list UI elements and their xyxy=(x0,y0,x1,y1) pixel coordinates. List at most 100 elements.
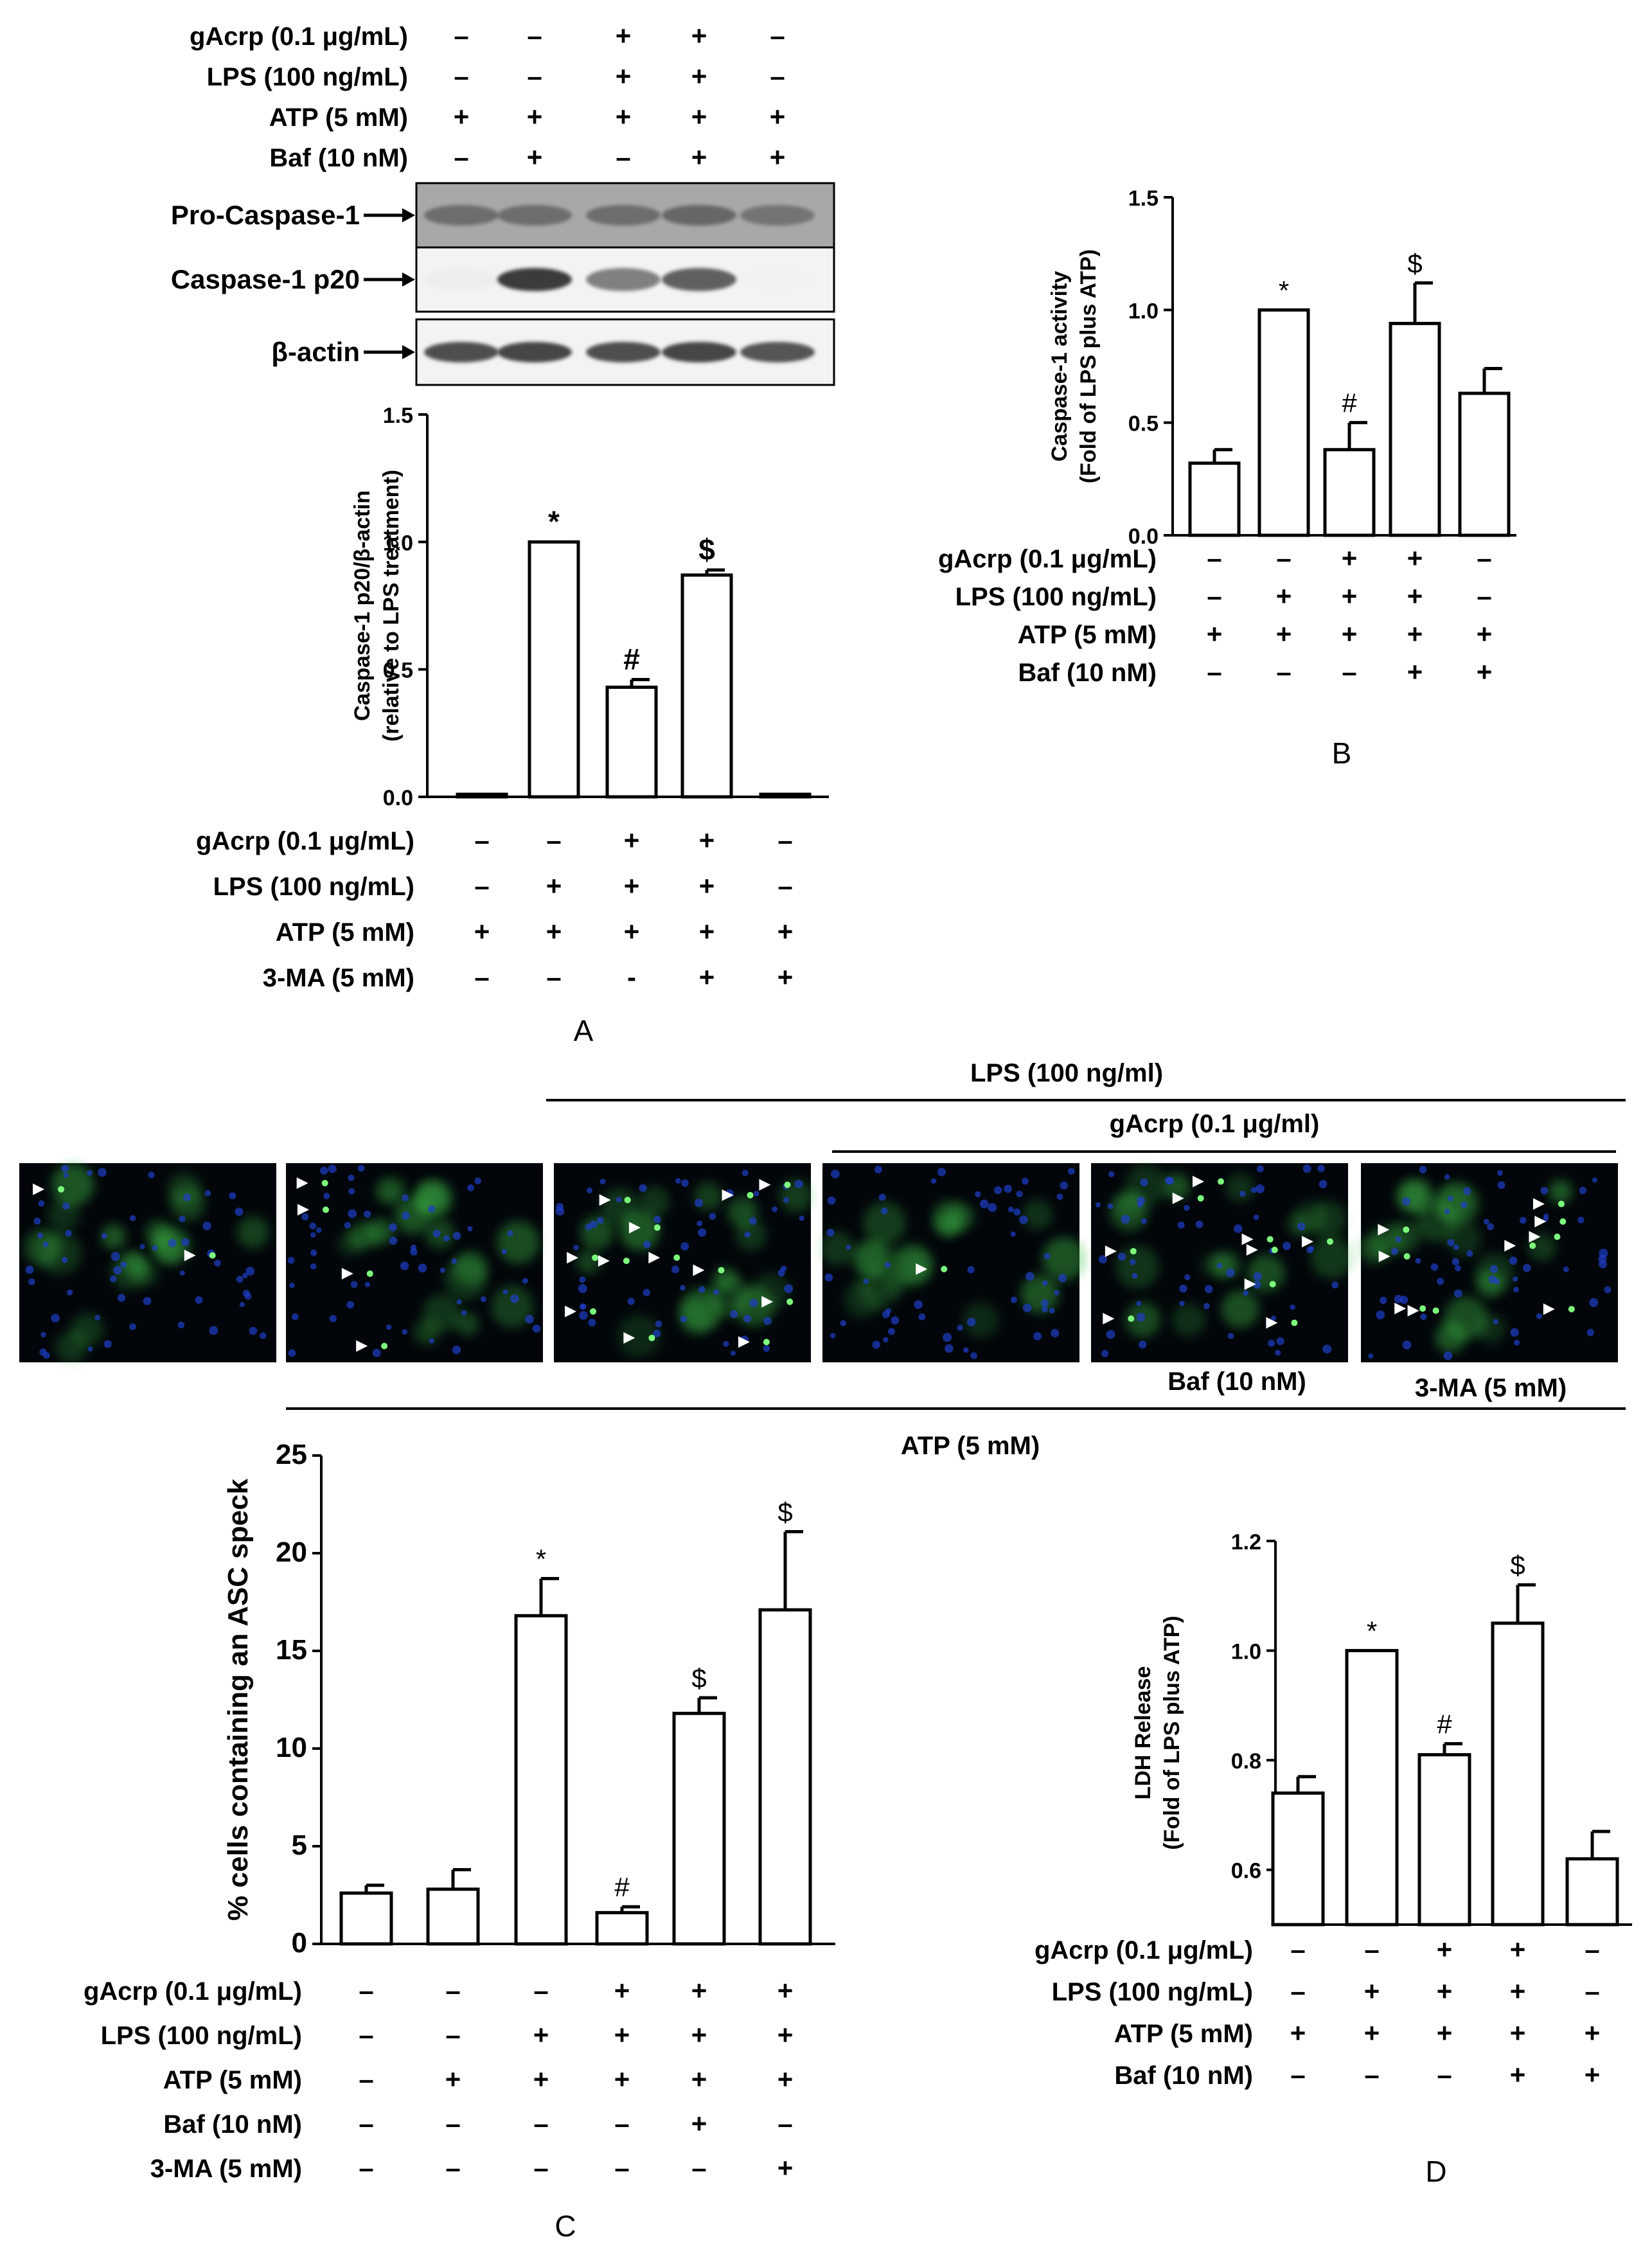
micrograph-nucleus xyxy=(310,1263,317,1270)
micrograph-speck xyxy=(1558,1200,1565,1207)
micrograph-speck xyxy=(1266,1236,1274,1243)
panel-label-b: B xyxy=(1332,736,1352,770)
micrograph-cell xyxy=(101,1224,126,1249)
micrograph-nucleus xyxy=(1253,1214,1259,1220)
panel-a-condition-sign: + xyxy=(624,871,640,901)
micrograph-speck xyxy=(1291,1319,1298,1326)
micrograph-nucleus xyxy=(1513,1276,1518,1282)
micrograph-nucleus xyxy=(1132,1272,1138,1279)
micrograph-nucleus xyxy=(1306,1247,1313,1254)
micrograph-nucleus xyxy=(152,1245,158,1251)
micrograph-panel xyxy=(286,1163,543,1362)
micrograph-nucleus xyxy=(723,1340,729,1347)
blot-condition-sign: – xyxy=(454,61,468,91)
panel-d-bar xyxy=(1271,1791,1325,1927)
micrograph-nucleus xyxy=(1302,1164,1311,1173)
panel-c-condition-sign: – xyxy=(445,2153,460,2183)
micrograph-cell xyxy=(735,1219,767,1251)
blot-band xyxy=(740,268,815,291)
micrograph-nucleus xyxy=(1483,1218,1489,1225)
micrograph-nucleus xyxy=(763,1317,772,1326)
micrograph-nucleus xyxy=(177,1321,185,1329)
blot-band xyxy=(662,342,736,362)
micrograph-nucleus xyxy=(1060,1181,1068,1189)
micrograph-nucleus xyxy=(881,1207,888,1215)
panel-d-condition-sign: – xyxy=(1585,1976,1599,2006)
micrograph-lps-label: LPS (100 ng/ml) xyxy=(970,1059,1163,1087)
panel-c-condition-label: ATP (5 mM) xyxy=(163,2066,302,2094)
micrograph-nucleus xyxy=(729,1310,738,1319)
blot-band-row: Pro-Caspase-1 xyxy=(171,182,835,249)
micrograph-cell xyxy=(111,1252,148,1290)
micrograph-nucleus xyxy=(1297,1222,1306,1231)
panel-d-condition-label: Baf (10 nM) xyxy=(1114,2062,1253,2090)
panel-d-bar xyxy=(1565,1857,1619,1927)
micrograph-nucleus xyxy=(348,1188,355,1195)
panel-d-condition-label: ATP (5 mM) xyxy=(1114,2020,1253,2048)
panel-d-bar xyxy=(1491,1621,1545,1927)
micrograph-nucleus xyxy=(1239,1190,1246,1197)
micrograph-nucleus xyxy=(1130,1259,1136,1265)
micrograph-nucleus xyxy=(1225,1268,1235,1278)
micrograph-nucleus xyxy=(681,1179,689,1187)
blot-condition-sign: – xyxy=(527,61,542,91)
blot-band xyxy=(497,342,572,362)
micrograph-cell xyxy=(47,1198,80,1231)
micrograph-nucleus xyxy=(1394,1294,1403,1303)
micrograph-nucleus xyxy=(1540,1186,1549,1195)
micrograph-nucleus xyxy=(432,1229,441,1238)
micrograph-cell xyxy=(713,1267,738,1292)
micrograph-nucleus xyxy=(456,1299,462,1305)
micrograph-nucleus xyxy=(883,1337,889,1343)
micrograph-nucleus xyxy=(627,1297,635,1305)
panel-d-condition-sign: + xyxy=(1510,2018,1526,2048)
micrograph-nucleus xyxy=(1095,1202,1101,1208)
micrograph-nucleus xyxy=(51,1314,60,1322)
micrograph-arrowhead xyxy=(33,1183,45,1195)
micrograph-nucleus xyxy=(600,1179,606,1185)
micrograph-nucleus xyxy=(1270,1315,1276,1321)
micrograph-nucleus xyxy=(1453,1244,1459,1251)
micrograph-arrowhead xyxy=(1246,1244,1258,1256)
blot-condition-sign: + xyxy=(527,142,543,172)
micrograph-row xyxy=(19,1163,1618,1364)
micrograph-nucleus xyxy=(229,1192,236,1200)
micrograph-nucleus xyxy=(1589,1298,1599,1307)
panel-c-condition-sign: + xyxy=(614,2064,630,2094)
panel-c-y-tick-label: 10 xyxy=(276,1732,307,1763)
micrograph-nucleus xyxy=(993,1186,1002,1195)
micrograph-nucleus xyxy=(744,1231,751,1238)
micrograph-nucleus xyxy=(643,1240,651,1249)
micrograph-nucleus xyxy=(1430,1263,1439,1271)
micrograph-nucleus xyxy=(329,1315,337,1322)
micrograph-nucleus xyxy=(1184,1204,1190,1211)
micrograph-nucleus xyxy=(94,1315,101,1321)
panel-a-y-tick-label: 1.0 xyxy=(383,531,413,555)
panel-a-condition-sign: + xyxy=(624,825,640,855)
micrograph-panel xyxy=(820,1163,1086,1362)
micrograph-nucleus xyxy=(749,1217,757,1225)
micrograph-nucleus xyxy=(1487,1223,1494,1231)
micrograph-nucleus xyxy=(945,1344,954,1353)
panel-d-condition-label: LPS (100 ng/mL) xyxy=(1052,1978,1253,2006)
micrograph-cell xyxy=(236,1216,269,1249)
micrograph-speck xyxy=(718,1267,725,1274)
micrograph-arrowhead xyxy=(1192,1175,1204,1188)
micrograph-nucleus xyxy=(38,1200,45,1207)
micrograph-speck xyxy=(1419,1305,1426,1312)
micrograph-nucleus xyxy=(840,1320,847,1326)
panel-b-condition-sign: – xyxy=(1276,657,1291,687)
micrograph-arrowhead xyxy=(916,1263,928,1275)
panel-c-condition-sign: + xyxy=(614,2020,630,2050)
panel-c-condition-sign: + xyxy=(614,1975,630,2006)
micrograph-cell xyxy=(1444,1296,1488,1340)
micrograph-nucleus xyxy=(525,1315,534,1324)
blot-condition-label: LPS (100 ng/mL) xyxy=(207,63,408,91)
micrograph-nucleus xyxy=(1419,1166,1427,1174)
micrograph-speck xyxy=(1554,1233,1561,1240)
micrograph-cell xyxy=(51,1163,94,1206)
micrograph-nucleus xyxy=(1204,1285,1213,1294)
panel-a-bar xyxy=(680,573,733,799)
micrograph-nucleus xyxy=(181,1238,190,1247)
micrograph-nucleus xyxy=(249,1326,258,1335)
